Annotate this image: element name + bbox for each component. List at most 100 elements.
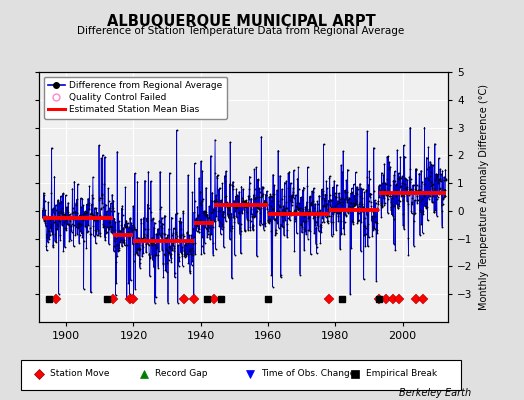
Point (118, 212, 127, 218)
Point (203, 225, 211, 232)
Point (58, 211, 67, 218)
Point (73, 181, 82, 188)
Point (277, 274, 285, 280)
Point (436, 178, 445, 185)
Point (212, 246, 220, 252)
Point (206, 231, 214, 237)
Point (427, 182, 435, 189)
Point (179, 208, 187, 214)
Point (42, 247, 51, 254)
Point (256, 222, 264, 228)
Point (133, 238, 141, 244)
Point (385, 159, 394, 165)
Point (326, 202, 334, 208)
Point (54, 222, 62, 229)
Point (209, 251, 217, 258)
Point (76, 212, 84, 218)
Point (263, 202, 271, 208)
Point (236, 200, 245, 207)
Point (274, 198, 282, 204)
Point (334, 200, 342, 207)
Point (293, 199, 301, 206)
Point (45, 236, 53, 242)
Point (342, 193, 351, 200)
Point (292, 208, 301, 214)
Point (219, 224, 227, 230)
Point (441, 186, 449, 193)
Point (105, 218, 113, 225)
Point (398, 192, 406, 198)
Point (197, 251, 205, 257)
Point (351, 196, 359, 202)
Point (179, 230, 187, 237)
Point (397, 188, 406, 195)
Point (77, 195, 85, 201)
Point (188, 258, 196, 264)
Point (306, 208, 314, 214)
Point (309, 189, 318, 195)
Point (238, 210, 246, 216)
Point (208, 198, 216, 204)
Point (358, 186, 367, 193)
Point (205, 224, 214, 230)
Point (103, 208, 111, 214)
Point (287, 180, 295, 186)
Point (298, 224, 307, 230)
Point (260, 226, 268, 233)
Point (239, 186, 247, 192)
Point (195, 226, 203, 232)
Point (139, 233, 148, 240)
Point (364, 243, 372, 250)
Point (102, 202, 110, 208)
Point (177, 218, 185, 225)
Point (341, 189, 350, 195)
Point (112, 235, 120, 241)
Point (109, 205, 117, 211)
Point (355, 210, 363, 216)
Point (97, 155, 105, 162)
Point (165, 226, 173, 232)
Point (428, 199, 436, 205)
Point (206, 217, 215, 224)
Point (358, 204, 367, 210)
Point (354, 205, 363, 211)
Point (382, 190, 390, 196)
Point (310, 205, 318, 211)
Point (155, 230, 163, 237)
Point (301, 218, 309, 225)
Point (282, 199, 290, 206)
Point (439, 200, 447, 207)
Point (260, 199, 269, 205)
Point (126, 277, 135, 284)
Point (105, 225, 114, 232)
Point (296, 209, 304, 215)
Point (441, 193, 449, 200)
Point (40, 192, 49, 198)
Point (202, 212, 210, 218)
Point (119, 239, 128, 246)
Point (123, 242, 131, 248)
Point (279, 207, 287, 213)
Point (314, 212, 323, 218)
Point (78, 230, 86, 237)
Point (105, 205, 114, 211)
Point (429, 162, 437, 168)
Point (100, 220, 108, 227)
Point (397, 175, 405, 181)
Point (363, 212, 371, 218)
Point (84, 222, 93, 228)
Point (401, 181, 409, 187)
Point (324, 198, 333, 204)
Point (226, 228, 235, 234)
Text: Station Move: Station Move (50, 369, 109, 378)
Point (151, 252, 159, 258)
Point (290, 167, 298, 174)
Point (126, 216, 134, 222)
Point (430, 209, 438, 216)
Point (100, 223, 108, 230)
Point (255, 194, 263, 200)
Point (224, 211, 233, 217)
Point (269, 190, 277, 197)
Point (124, 229, 133, 235)
Point (123, 296, 131, 302)
